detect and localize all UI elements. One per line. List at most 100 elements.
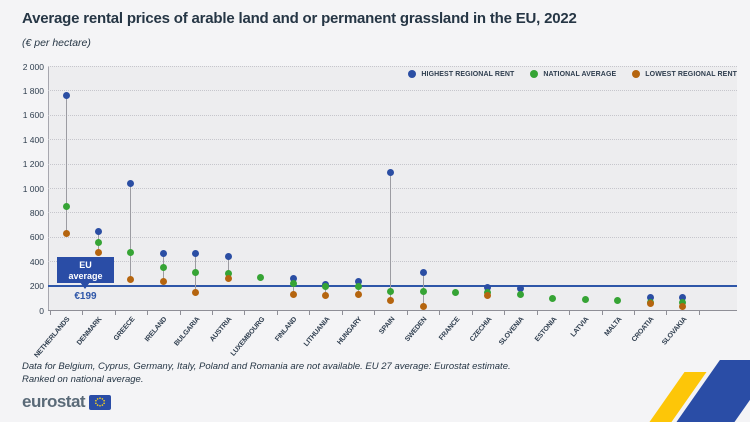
dot-highest-regional-rent [127,179,135,187]
x-tick [82,311,84,315]
dot-national-average [224,269,232,277]
dot-lowest-regional-rent [159,278,167,286]
dot-highest-regional-rent [387,168,395,176]
dot-national-average [516,290,524,298]
eu-flag-icon [89,394,112,410]
dot-lowest-regional-rent [127,276,135,283]
dot-highest-regional-rent [159,250,167,258]
legend: HIGHEST REGIONAL RENT NATIONAL AVERAGE LOW… [408,70,737,78]
dot-highest-regional-rent [192,250,200,258]
footnote: Data for Belgium, Cyprus, Germany, Italy… [22,361,511,387]
x-tick [179,311,181,315]
dot-national-average [322,282,330,290]
footnote-line1: Data for Belgium, Cyprus, Germany, Italy… [22,361,511,372]
dot-national-average [419,288,427,296]
eu-average-pointer [80,282,90,289]
dot-national-average [354,283,362,291]
dot-highest-regional-rent [94,228,102,236]
dot-highest-regional-rent [516,285,524,293]
dot-lowest-regional-rent [322,291,330,299]
x-tick [698,311,700,315]
y-tick-label: 1 800 [22,85,44,96]
x-tick [374,311,376,315]
y-gridline [48,114,737,116]
legend-swatch-icon [530,70,539,78]
footnote-line2: Ranked on national average. [22,373,144,385]
eurostat-logo: eurostat [22,392,112,412]
decorative-ribbon [630,360,750,422]
dot-highest-regional-rent [62,92,70,100]
dot-national-average [159,263,167,271]
dot-highest-regional-rent [289,274,297,282]
eu-average-value: €199 [74,291,97,302]
legend-swatch-icon [632,70,641,78]
y-gridline [48,261,737,263]
dot-national-average [94,239,102,247]
x-tick [147,311,149,315]
x-tick [244,311,246,315]
dot-lowest-regional-rent [192,289,200,297]
dot-lowest-regional-rent [387,296,395,304]
range-line [325,284,327,296]
legend-item: HIGHEST REGIONAL RENT [408,70,514,78]
dot-highest-regional-rent [224,253,232,261]
x-tick [439,311,441,315]
x-tick [601,311,603,315]
y-tick-label: 0 [39,305,44,316]
x-tick [666,311,668,315]
legend-item: LOWEST REGIONAL RENT [632,70,737,78]
y-gridline [48,139,737,141]
dot-highest-regional-rent [419,268,427,276]
dot-national-average [289,280,297,288]
legend-item: NATIONAL AVERAGE [530,70,616,78]
y-tick-label: 600 [29,232,44,243]
legend-label: HIGHEST REGIONAL RENT [421,70,515,78]
x-tick [633,311,635,315]
y-gridline [48,66,737,67]
dot-national-average [614,296,622,304]
y-gridline [48,90,737,92]
y-gridline [48,163,737,165]
dot-lowest-regional-rent [224,275,232,283]
x-tick [114,311,116,315]
eu-average-callout-line2: average [68,270,103,281]
dot-lowest-regional-rent [289,290,297,298]
y-tick-label: 200 [29,281,44,292]
dot-lowest-regional-rent [94,249,102,257]
legend-swatch-icon [408,70,417,78]
y-gridline [48,188,737,189]
y-tick-label: 800 [29,207,44,218]
dot-national-average [257,273,265,281]
dot-highest-regional-rent [484,283,492,291]
y-tick-label: 1 400 [22,134,44,145]
dot-highest-regional-rent [679,294,687,302]
x-tick [276,311,278,315]
dot-national-average [62,203,70,211]
dot-national-average [452,288,460,296]
dot-national-average [549,294,557,302]
x-tick [212,311,213,315]
legend-label: LOWEST REGIONAL RENT [645,70,737,78]
dot-highest-regional-rent [354,278,362,286]
chart-title: Average rental prices of arable land and… [22,10,577,27]
dot-lowest-regional-rent [354,290,362,298]
x-tick [341,311,343,315]
y-gridline [48,212,737,214]
y-tick-label: 400 [29,256,44,267]
y-tick-label: 2 000 [22,61,44,72]
dot-national-average [679,299,687,307]
dot-highest-regional-rent [646,293,654,301]
dot-national-average [387,287,395,295]
dot-lowest-regional-rent [679,302,687,310]
y-gridline [48,236,737,238]
eu-average-line [48,284,737,287]
x-tick [504,311,506,315]
range-line [227,256,229,279]
dot-national-average [192,268,200,276]
dot-lowest-regional-rent [62,229,70,237]
dot-lowest-regional-rent [484,292,492,300]
range-line [390,172,392,301]
eurostat-logo-text: eurostat [22,392,86,411]
